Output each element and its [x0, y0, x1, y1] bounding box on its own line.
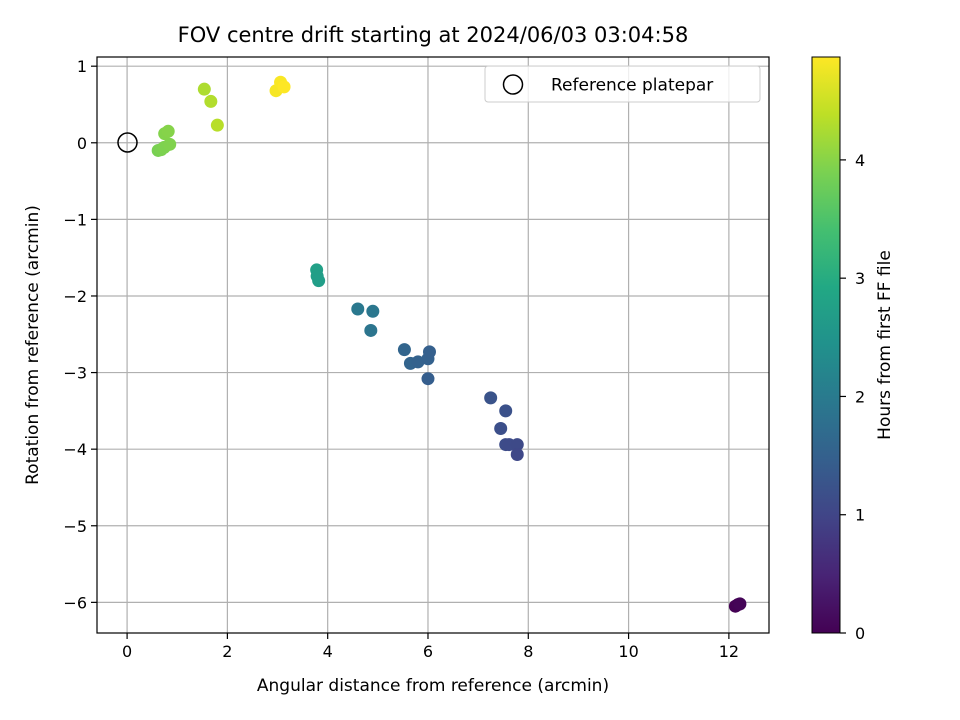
data-point	[421, 372, 435, 386]
data-point	[204, 94, 218, 108]
reference-platepar-marker	[117, 132, 138, 153]
colorbar-tick-label: 0	[855, 624, 865, 643]
y-tick-label: −6	[63, 593, 87, 612]
data-point	[411, 355, 425, 369]
legend-box	[484, 65, 761, 103]
chart-title: FOV centre drift starting at 2024/06/03 …	[178, 23, 689, 47]
data-point	[366, 304, 380, 318]
data-point	[422, 345, 436, 359]
data-points	[151, 75, 747, 613]
y-tick-label: −2	[63, 287, 87, 306]
data-point	[499, 404, 513, 418]
data-point	[351, 302, 365, 316]
data-point	[277, 80, 291, 94]
colorbar-ticks: 0 1 2 3 4	[840, 151, 865, 643]
x-tick-label: 6	[423, 642, 433, 661]
legend: Reference platepar	[484, 65, 761, 103]
x-axis-ticks: 0 2 4 6 8 10 12	[122, 633, 739, 661]
colorbar: 0 1 2 3 4 Hours from first FF file	[811, 56, 895, 643]
y-axis-title: Rotation from reference (arcmin)	[23, 205, 43, 485]
data-point	[197, 82, 211, 96]
x-tick-label: 4	[323, 642, 333, 661]
y-tick-label: 0	[77, 134, 87, 153]
legend-marker	[502, 74, 524, 95]
colorbar-title: Hours from first FF file	[875, 250, 895, 440]
x-tick-label: 2	[222, 642, 232, 661]
data-point	[510, 448, 524, 462]
x-tick-label: 0	[122, 642, 132, 661]
plot-frame	[96, 56, 770, 634]
x-axis-title: Angular distance from reference (arcmin)	[257, 676, 609, 696]
x-tick-label: 12	[719, 642, 739, 661]
y-tick-label: −5	[63, 517, 87, 536]
data-point	[510, 438, 524, 452]
y-tick-label: −1	[63, 210, 87, 229]
grid-lines	[97, 57, 769, 633]
colorbar-tick-label: 2	[855, 387, 865, 406]
data-point	[733, 597, 747, 611]
y-tick-label: −3	[63, 364, 87, 383]
data-point	[484, 391, 498, 405]
colorbar-gradient	[811, 56, 841, 634]
data-point	[494, 421, 508, 435]
y-tick-label: 1	[77, 57, 87, 76]
data-point	[163, 137, 177, 151]
data-point	[161, 124, 175, 138]
data-point	[364, 323, 378, 337]
data-point	[210, 118, 224, 132]
data-point	[397, 343, 411, 357]
colorbar-tick-label: 4	[855, 151, 865, 170]
y-axis-ticks: −6 −5 −4 −3 −2 −1 0 1	[63, 57, 97, 612]
colorbar-tick-label: 3	[855, 269, 865, 288]
x-tick-label: 8	[523, 642, 533, 661]
colorbar-tick-label: 1	[855, 506, 865, 525]
x-tick-label: 10	[618, 642, 638, 661]
plot-area: 0 2 4 6 8 10 12 −6 −5 −4 −3 −2 −1 0 1	[63, 56, 770, 661]
data-point	[312, 274, 326, 288]
y-tick-label: −4	[63, 440, 87, 459]
legend-label: Reference platepar	[551, 76, 713, 96]
